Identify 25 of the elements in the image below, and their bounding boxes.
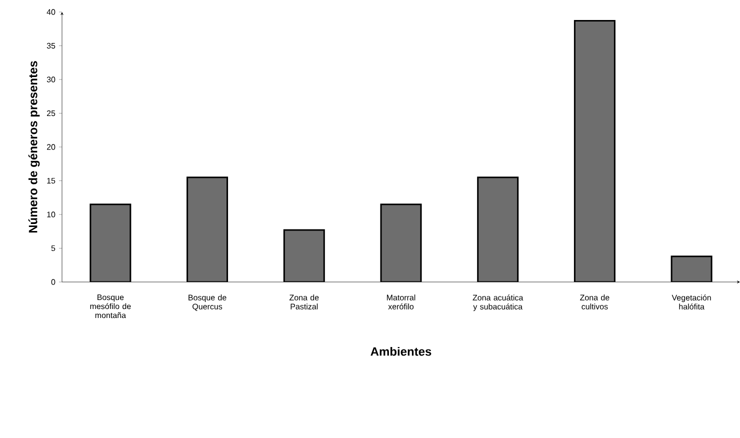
y-axis-title: Número de géneros presentes xyxy=(28,61,40,233)
x-tick-label: Zona de Pastizal xyxy=(289,294,319,310)
x-tick-label: Vegetación halófita xyxy=(672,294,711,310)
y-tick-label: 35 xyxy=(46,42,56,49)
y-tick-label: 25 xyxy=(46,110,56,116)
y-tick-label: 5 xyxy=(51,245,56,252)
bar xyxy=(90,204,132,282)
y-tick-label: 40 xyxy=(46,9,56,15)
x-tick-label: Matorral xerófilo xyxy=(386,294,416,310)
bar xyxy=(380,204,422,282)
y-tick-label: 20 xyxy=(46,144,56,150)
x-tick-label: Bosque de Quercus xyxy=(188,294,226,311)
y-tick-label: 0 xyxy=(51,279,56,285)
bar xyxy=(477,176,519,282)
x-axis-title: Ambientes xyxy=(370,346,432,356)
x-tick-label: Zona acuática y subacuática xyxy=(472,294,524,312)
bar xyxy=(283,229,325,282)
y-tick-label: 30 xyxy=(46,76,56,82)
bar xyxy=(574,20,616,282)
y-tick-label: 10 xyxy=(47,212,56,218)
bar xyxy=(186,176,228,282)
x-tick-label: Zona de cultivos xyxy=(580,294,610,310)
x-tick-label: Bosque mesófilo de montaña xyxy=(90,294,131,318)
bar xyxy=(670,256,712,282)
y-tick-label: 15 xyxy=(47,178,56,184)
